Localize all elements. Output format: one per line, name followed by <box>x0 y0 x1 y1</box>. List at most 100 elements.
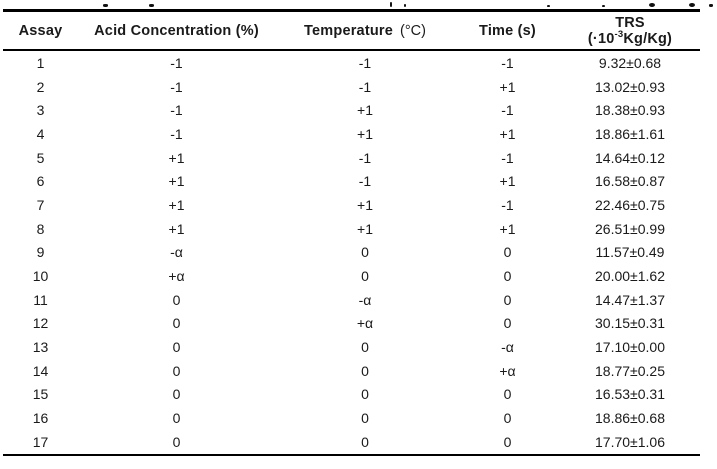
cell-time: +1 <box>499 125 516 142</box>
cell-temperature: +1 <box>357 196 373 213</box>
caption-descender-mark <box>404 4 406 7</box>
table-row: 3 -1 +1 -1 18.38±0.93 <box>3 98 700 122</box>
cell-trs: 11.57±0.49 <box>595 244 665 261</box>
table-row: 2 -1 -1 +1 13.02±0.93 <box>3 75 700 99</box>
cell-trs: 16.58±0.87 <box>595 173 665 190</box>
cell-trs: 18.77±0.25 <box>595 362 665 379</box>
cell-trs: 18.86±0.68 <box>595 410 665 427</box>
cell-acid-concentration: 0 <box>172 362 181 379</box>
cell-trs: 22.46±0.75 <box>595 196 665 213</box>
cell-assay: 1 <box>36 54 45 71</box>
cell-trs: 9.32±0.68 <box>598 54 662 71</box>
cell-time: -1 <box>501 196 514 213</box>
cell-time: 0 <box>503 410 512 427</box>
col-header-trs: TRS (·10-3Kg/Kg) <box>560 10 700 51</box>
col-header-time: Time (s) <box>455 10 560 51</box>
cell-temperature: 0 <box>361 268 369 285</box>
cell-trs: 16.53±0.31 <box>595 386 665 403</box>
caption-descender-mark <box>103 4 108 7</box>
cell-acid-concentration: -1 <box>170 78 183 95</box>
cell-assay: 10 <box>32 268 49 285</box>
table-row: 14 0 0 +α 18.77±0.25 <box>3 359 700 383</box>
table-figure: Assay Acid Concentration (%) Temperature… <box>3 0 713 456</box>
cell-time: -1 <box>501 102 514 119</box>
table-row: 5 +1 -1 -1 14.64±0.12 <box>3 146 700 170</box>
cell-assay: 5 <box>36 149 45 166</box>
header-row: Assay Acid Concentration (%) Temperature… <box>3 10 700 51</box>
caption-descender-mark <box>602 5 605 7</box>
cell-assay: 7 <box>36 196 45 213</box>
cell-assay: 8 <box>36 220 45 237</box>
cell-temperature: +α <box>356 315 374 332</box>
cell-assay: 13 <box>32 339 49 356</box>
table-row: 16 0 0 0 18.86±0.68 <box>3 406 700 430</box>
cell-temperature: -1 <box>358 78 372 95</box>
cell-time: 0 <box>503 268 512 285</box>
cell-time: +1 <box>499 220 516 237</box>
cell-trs: 14.47±1.37 <box>595 291 665 308</box>
cell-trs: 26.51±0.99 <box>595 220 665 237</box>
cell-acid-concentration: 0 <box>172 410 181 427</box>
cell-assay: 12 <box>32 315 49 332</box>
cell-temperature: -1 <box>358 149 372 166</box>
cell-time: +1 <box>499 173 516 190</box>
cell-acid-concentration: 0 <box>172 386 181 403</box>
cell-trs: 18.38±0.93 <box>595 102 665 119</box>
table-row: 10 +α 0 0 20.00±1.62 <box>3 264 700 288</box>
cell-temperature: -1 <box>358 54 372 71</box>
col-header-assay: Assay <box>3 10 78 51</box>
caption-descender-mark <box>709 4 713 7</box>
cell-assay: 9 <box>36 244 45 261</box>
cell-trs: 20.00±1.62 <box>595 268 665 285</box>
cell-acid-concentration: -1 <box>170 102 183 119</box>
temperature-label: Temperature <box>304 22 394 39</box>
cell-temperature: +1 <box>357 102 373 119</box>
cell-time: 0 <box>503 386 512 403</box>
temperature-unit: (°C) <box>400 22 426 39</box>
cell-time: +α <box>499 362 516 379</box>
cell-trs: 14.64±0.12 <box>595 149 665 166</box>
table-row: 11 0 -α 0 14.47±1.37 <box>3 288 700 312</box>
cell-acid-concentration: 0 <box>172 433 181 450</box>
table-row: 6 +1 -1 +1 16.58±0.87 <box>3 169 700 193</box>
table-row: 15 0 0 0 16.53±0.31 <box>3 383 700 407</box>
table-row: 7 +1 +1 -1 22.46±0.75 <box>3 193 700 217</box>
cell-temperature: 0 <box>361 244 369 261</box>
cell-temperature: -1 <box>358 173 372 190</box>
col-header-acid-concentration: Acid Concentration (%) <box>78 10 275 51</box>
table-row: 8 +1 +1 +1 26.51±0.99 <box>3 217 700 241</box>
table-row: 4 -1 +1 +1 18.86±1.61 <box>3 122 700 146</box>
trs-unit: (·10-3Kg/Kg) <box>587 28 673 47</box>
cell-time: -1 <box>501 54 514 71</box>
caption-descender-mark <box>390 2 392 7</box>
clipped-caption-fragment <box>3 0 713 9</box>
cell-trs: 18.86±1.61 <box>595 125 665 142</box>
caption-descender-mark <box>689 3 695 7</box>
col-header-temperature: Temperature (°C) <box>275 10 455 51</box>
cell-temperature: +1 <box>357 220 373 237</box>
table-row: 13 0 0 -α 17.10±0.00 <box>3 335 700 359</box>
table-row: 17 0 0 0 17.70±1.06 <box>3 430 700 455</box>
cell-acid-concentration: +1 <box>168 220 185 237</box>
cell-acid-concentration: 0 <box>172 291 181 308</box>
cell-assay: 16 <box>32 410 49 427</box>
cell-acid-concentration: 0 <box>172 339 181 356</box>
cell-assay: 14 <box>32 362 49 379</box>
cell-temperature: 0 <box>361 410 369 427</box>
cell-assay: 11 <box>33 291 48 308</box>
cell-assay: 17 <box>32 433 49 450</box>
cell-time: 0 <box>503 244 512 261</box>
cell-temperature: 0 <box>361 339 369 356</box>
cell-time: 0 <box>503 433 512 450</box>
cell-temperature: -α <box>358 291 372 308</box>
cell-trs: 17.70±1.06 <box>595 433 665 450</box>
cell-temperature: 0 <box>361 386 369 403</box>
cell-time: -1 <box>501 149 514 166</box>
cell-time: 0 <box>503 291 512 308</box>
cell-assay: 2 <box>36 78 45 95</box>
cell-acid-concentration: -1 <box>170 54 183 71</box>
cell-time: 0 <box>503 315 512 332</box>
cell-acid-concentration: 0 <box>172 315 181 332</box>
cell-acid-concentration: +α <box>168 268 185 285</box>
doe-table: Assay Acid Concentration (%) Temperature… <box>3 9 700 456</box>
